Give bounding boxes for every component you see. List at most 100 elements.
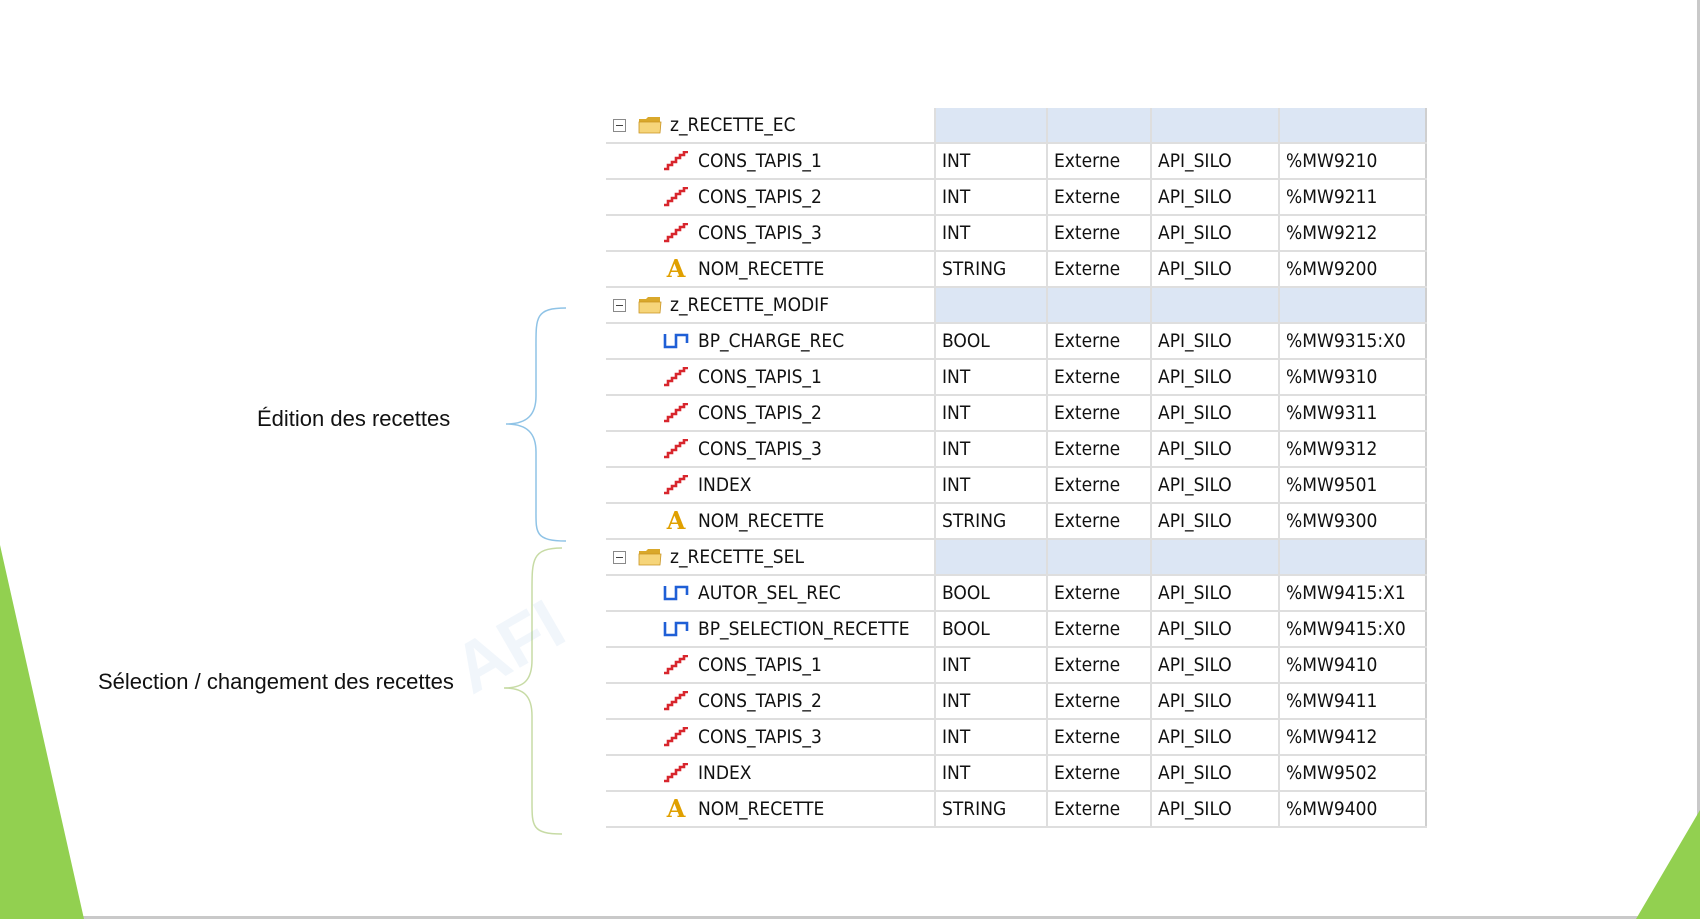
variable-type-cell[interactable]: BOOL	[936, 576, 1048, 610]
variable-scope-cell[interactable]: Externe	[1048, 216, 1152, 250]
variable-device-cell[interactable]: API_SILO	[1152, 432, 1280, 466]
variable-device-cell[interactable]: API_SILO	[1152, 180, 1280, 214]
variable-name-cell[interactable]: INDEX	[606, 756, 936, 790]
variable-row[interactable]: CONS_TAPIS_2 INT Externe API_SILO %MW9211	[606, 180, 1427, 216]
variable-address-cell[interactable]: %MW9311	[1280, 396, 1427, 430]
variable-type-cell[interactable]: BOOL	[936, 612, 1048, 646]
variable-device-cell[interactable]: API_SILO	[1152, 756, 1280, 790]
variable-row[interactable]: CONS_TAPIS_1 INT Externe API_SILO %MW9310	[606, 360, 1427, 396]
variable-device-cell[interactable]: API_SILO	[1152, 576, 1280, 610]
variable-scope-cell[interactable]: Externe	[1048, 792, 1152, 826]
variable-type-cell[interactable]: INT	[936, 396, 1048, 430]
variable-address-cell[interactable]: %MW9212	[1280, 216, 1427, 250]
variable-scope-cell[interactable]: Externe	[1048, 756, 1152, 790]
variable-address-cell[interactable]: %MW9412	[1280, 720, 1427, 754]
variable-device-cell[interactable]: API_SILO	[1152, 252, 1280, 286]
variable-device-cell[interactable]: API_SILO	[1152, 144, 1280, 178]
variable-type-cell[interactable]: INT	[936, 468, 1048, 502]
variable-address-cell[interactable]: %MW9312	[1280, 432, 1427, 466]
variable-address-cell[interactable]: %MW9315:X0	[1280, 324, 1427, 358]
variable-address-cell[interactable]: %MW9310	[1280, 360, 1427, 394]
variable-type-cell[interactable]: INT	[936, 144, 1048, 178]
variable-device-cell[interactable]: API_SILO	[1152, 648, 1280, 682]
variable-scope-cell[interactable]: Externe	[1048, 504, 1152, 538]
variable-scope-cell[interactable]: Externe	[1048, 324, 1152, 358]
variable-name-cell[interactable]: INDEX	[606, 468, 936, 502]
variable-row[interactable]: CONS_TAPIS_3 INT Externe API_SILO %MW9312	[606, 432, 1427, 468]
variable-scope-cell[interactable]: Externe	[1048, 648, 1152, 682]
variable-row[interactable]: BP_CHARGE_REC BOOL Externe API_SILO %MW9315:…	[606, 324, 1427, 360]
variable-type-cell[interactable]: INT	[936, 684, 1048, 718]
variable-address-cell[interactable]: %MW9502	[1280, 756, 1427, 790]
variable-name-cell[interactable]: CONS_TAPIS_1	[606, 360, 936, 394]
variable-name-cell[interactable]: BP_CHARGE_REC	[606, 324, 936, 358]
variable-scope-cell[interactable]: Externe	[1048, 360, 1152, 394]
variable-scope-cell[interactable]: Externe	[1048, 720, 1152, 754]
variable-device-cell[interactable]: API_SILO	[1152, 216, 1280, 250]
variable-address-cell[interactable]: %MW9210	[1280, 144, 1427, 178]
variable-type-cell[interactable]: INT	[936, 720, 1048, 754]
variable-type-cell[interactable]: STRING	[936, 504, 1048, 538]
variable-device-cell[interactable]: API_SILO	[1152, 360, 1280, 394]
variable-type-cell[interactable]: INT	[936, 216, 1048, 250]
collapse-toggle-icon[interactable]	[613, 118, 626, 132]
collapse-toggle-icon[interactable]	[613, 298, 626, 312]
variable-name-cell[interactable]: CONS_TAPIS_3	[606, 720, 936, 754]
variable-device-cell[interactable]: API_SILO	[1152, 684, 1280, 718]
variable-name-cell[interactable]: CONS_TAPIS_3	[606, 432, 936, 466]
variable-row[interactable]: CONS_TAPIS_3 INT Externe API_SILO %MW9212	[606, 216, 1427, 252]
variable-type-cell[interactable]: STRING	[936, 252, 1048, 286]
variable-address-cell[interactable]: %MW9300	[1280, 504, 1427, 538]
variable-address-cell[interactable]: %MW9211	[1280, 180, 1427, 214]
variable-name-cell[interactable]: CONS_TAPIS_1	[606, 648, 936, 682]
variable-name-cell[interactable]: CONS_TAPIS_2	[606, 684, 936, 718]
variable-address-cell[interactable]: %MW9501	[1280, 468, 1427, 502]
variable-row[interactable]: A NOM_RECETTE STRING Externe API_SILO %MW9200	[606, 252, 1427, 288]
variable-type-cell[interactable]: INT	[936, 648, 1048, 682]
variable-type-cell[interactable]: BOOL	[936, 324, 1048, 358]
variable-type-cell[interactable]: STRING	[936, 792, 1048, 826]
variable-row[interactable]: CONS_TAPIS_3 INT Externe API_SILO %MW9412	[606, 720, 1427, 756]
variable-name-cell[interactable]: AUTOR_SEL_REC	[606, 576, 936, 610]
variable-device-cell[interactable]: API_SILO	[1152, 612, 1280, 646]
variable-scope-cell[interactable]: Externe	[1048, 612, 1152, 646]
variable-scope-cell[interactable]: Externe	[1048, 180, 1152, 214]
variable-type-cell[interactable]: INT	[936, 180, 1048, 214]
variable-row[interactable]: BP_SELECTION_RECETTE BOOL Externe API_SILO%…	[606, 612, 1427, 648]
group-row[interactable]: z_RECETTE_MODIF	[606, 288, 1427, 324]
variable-type-cell[interactable]: INT	[936, 360, 1048, 394]
group-name-cell[interactable]: z_RECETTE_SEL	[606, 540, 936, 574]
variable-address-cell[interactable]: %MW9400	[1280, 792, 1427, 826]
group-row[interactable]: z_RECETTE_EC	[606, 108, 1427, 144]
variable-device-cell[interactable]: API_SILO	[1152, 792, 1280, 826]
variable-address-cell[interactable]: %MW9411	[1280, 684, 1427, 718]
variable-address-cell[interactable]: %MW9200	[1280, 252, 1427, 286]
variable-type-cell[interactable]: INT	[936, 756, 1048, 790]
variable-scope-cell[interactable]: Externe	[1048, 144, 1152, 178]
variable-row[interactable]: A NOM_RECETTE STRING Externe API_SILO %MW9300	[606, 504, 1427, 540]
variable-scope-cell[interactable]: Externe	[1048, 468, 1152, 502]
variable-row[interactable]: A NOM_RECETTE STRING Externe API_SILO %MW9400	[606, 792, 1427, 828]
variable-row[interactable]: INDEX INT Externe API_SILO %MW9501	[606, 468, 1427, 504]
variable-scope-cell[interactable]: Externe	[1048, 252, 1152, 286]
variable-type-cell[interactable]: INT	[936, 432, 1048, 466]
variable-row[interactable]: CONS_TAPIS_2 INT Externe API_SILO %MW9411	[606, 684, 1427, 720]
variable-device-cell[interactable]: API_SILO	[1152, 468, 1280, 502]
variable-address-cell[interactable]: %MW9410	[1280, 648, 1427, 682]
variable-name-cell[interactable]: A NOM_RECETTE	[606, 252, 936, 286]
variable-row[interactable]: CONS_TAPIS_1 INT Externe API_SILO %MW9210	[606, 144, 1427, 180]
variable-device-cell[interactable]: API_SILO	[1152, 720, 1280, 754]
variable-name-cell[interactable]: CONS_TAPIS_2	[606, 396, 936, 430]
variable-scope-cell[interactable]: Externe	[1048, 432, 1152, 466]
variable-scope-cell[interactable]: Externe	[1048, 396, 1152, 430]
variable-scope-cell[interactable]: Externe	[1048, 684, 1152, 718]
group-name-cell[interactable]: z_RECETTE_MODIF	[606, 288, 936, 322]
variable-name-cell[interactable]: CONS_TAPIS_2	[606, 180, 936, 214]
variable-name-cell[interactable]: A NOM_RECETTE	[606, 792, 936, 826]
variable-scope-cell[interactable]: Externe	[1048, 576, 1152, 610]
variable-row[interactable]: AUTOR_SEL_REC BOOL Externe API_SILO %MW9415:…	[606, 576, 1427, 612]
collapse-toggle-icon[interactable]	[613, 550, 626, 564]
variable-device-cell[interactable]: API_SILO	[1152, 396, 1280, 430]
variable-name-cell[interactable]: BP_SELECTION_RECETTE	[606, 612, 936, 646]
variable-row[interactable]: INDEX INT Externe API_SILO %MW9502	[606, 756, 1427, 792]
